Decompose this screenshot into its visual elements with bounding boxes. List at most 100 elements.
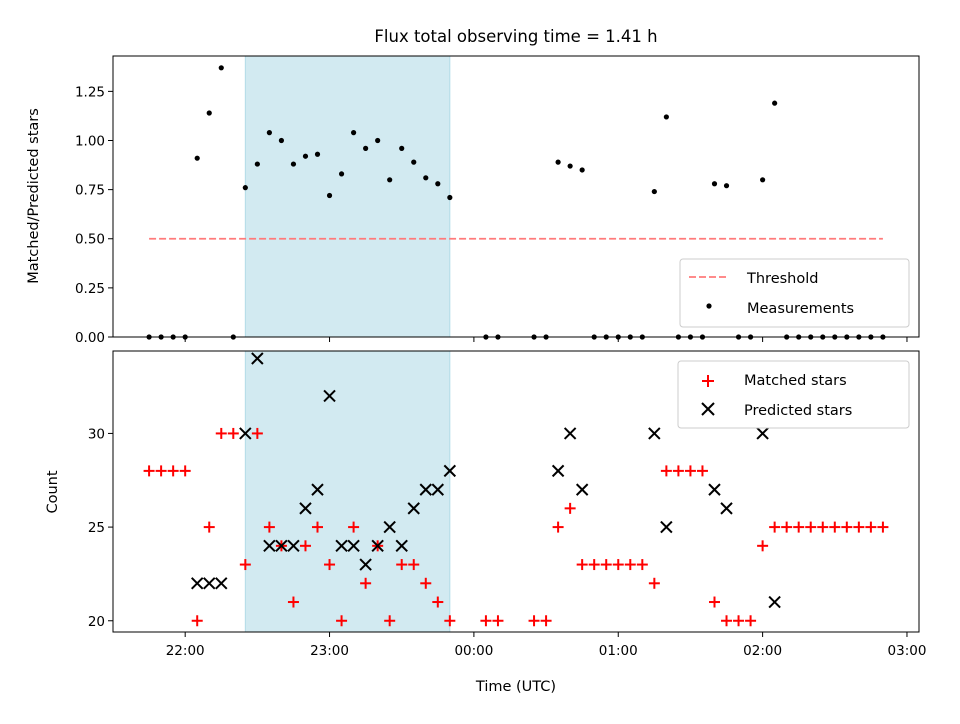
matched-star-point <box>299 540 311 552</box>
predicted-star-point <box>648 427 661 440</box>
x-tick-label: 23:00 <box>310 643 349 659</box>
matched-star-point <box>444 615 456 627</box>
predicted-star-point <box>347 539 360 553</box>
matched-star-point <box>745 615 757 627</box>
x-tick-label: 01:00 <box>599 643 638 659</box>
predicted-star-point <box>239 427 252 440</box>
matched-star-point <box>781 521 793 533</box>
matched-star-point <box>420 577 432 589</box>
matched-star-point <box>829 521 841 533</box>
measurement-point <box>375 137 381 144</box>
top-legend: Threshold Measurements <box>679 258 910 328</box>
measurement-point <box>266 130 272 136</box>
predicted-star-point <box>720 502 733 515</box>
bottom-axes-frame <box>112 350 920 633</box>
measurement-point <box>254 161 260 167</box>
measurements-legend-swatch <box>706 303 712 309</box>
measurement-point <box>206 110 212 116</box>
y-tick-label: 0.75 <box>75 183 105 199</box>
predicted-star-point <box>215 577 228 590</box>
x-axis-label: Time (UTC) <box>475 679 556 695</box>
y-tick-label: 20 <box>88 614 105 630</box>
y-tick-label: 25 <box>88 520 105 536</box>
matched-star-point <box>251 427 263 439</box>
matched-star-point <box>805 521 817 533</box>
matched-star-point <box>348 521 360 533</box>
predicted-star-point <box>768 595 781 609</box>
matched-star-point <box>853 521 865 533</box>
measurement-point <box>567 163 573 169</box>
matched-star-point <box>239 559 251 571</box>
matched-star-point <box>793 521 805 533</box>
measurements-legend-label: Measurements <box>747 301 854 317</box>
x-tick-label: 03:00 <box>888 643 927 659</box>
matched-star-point <box>648 577 660 589</box>
top-legend-box <box>679 258 910 328</box>
predicted-star-point <box>431 483 445 496</box>
matched-star-point <box>600 559 612 571</box>
matched-star-point <box>492 615 504 627</box>
measurement-point <box>663 114 669 120</box>
measurement-point <box>760 177 766 183</box>
matched-star-point <box>396 559 408 571</box>
y-tick-label: 0.50 <box>75 232 105 248</box>
chart-title: Flux total observing time = 1.41 h <box>374 27 657 46</box>
matched-star-point <box>877 521 889 533</box>
matched-star-point <box>155 465 167 477</box>
predicted-star-point <box>335 539 348 553</box>
predicted-legend-swatch <box>701 402 715 416</box>
matched-star-point <box>528 615 540 627</box>
matched-star-point <box>227 427 239 439</box>
predicted-stars-series <box>191 352 781 609</box>
top-axes-frame <box>112 55 920 338</box>
bottom-legend: Matched stars Predicted stars <box>677 360 910 429</box>
predicted-star-point <box>311 483 324 496</box>
matched-star-point <box>636 559 648 571</box>
measurement-point <box>723 183 730 189</box>
matched-star-point <box>588 559 600 571</box>
predicted-star-point <box>575 483 589 496</box>
measurement-point <box>411 159 417 165</box>
y-tick-label: 0.00 <box>75 330 105 346</box>
predicted-star-point <box>275 539 288 553</box>
matched-star-point <box>733 615 745 627</box>
measurement-point <box>711 181 718 187</box>
predicted-star-point <box>708 483 721 496</box>
matched-star-point <box>660 465 672 477</box>
top-x-ticks <box>184 337 908 342</box>
measurement-point <box>435 181 441 187</box>
predicted-star-point <box>419 483 432 496</box>
observing-window-span <box>244 55 451 338</box>
predicted-star-point <box>395 539 408 553</box>
matched-star-point <box>287 596 299 608</box>
predicted-star-point <box>756 427 769 440</box>
matched-star-point <box>624 559 636 571</box>
predicted-star-point <box>323 389 336 403</box>
matched-star-point <box>143 465 155 477</box>
predicted-legend-label: Predicted stars <box>744 403 852 419</box>
matched-star-point <box>540 615 552 627</box>
bottom-panel: 20 25 30 22:00 23:00 00:00 01:00 02:00 03:00 Co… <box>45 350 927 695</box>
y-tick-label: 1.00 <box>75 133 105 149</box>
matched-star-point <box>384 615 396 627</box>
matched-star-point <box>817 521 829 533</box>
measurement-point <box>423 175 429 181</box>
matched-star-point <box>672 465 684 477</box>
predicted-star-point <box>371 539 384 553</box>
matched-star-point <box>360 577 372 589</box>
x-tick-label: 22:00 <box>166 643 205 659</box>
predicted-star-point <box>299 502 312 515</box>
matched-star-point <box>564 502 576 514</box>
matched-star-point <box>179 465 191 477</box>
predicted-star-point <box>443 464 457 478</box>
predicted-star-point <box>383 520 396 534</box>
y-tick-label: 0.25 <box>75 281 105 297</box>
matched-star-point <box>336 615 348 627</box>
top-y-axis-label: Matched/Predicted stars <box>26 108 42 284</box>
matched-star-point <box>684 465 696 477</box>
matched-star-point <box>408 559 420 571</box>
matched-star-point <box>203 521 215 533</box>
predicted-star-point <box>251 352 264 365</box>
